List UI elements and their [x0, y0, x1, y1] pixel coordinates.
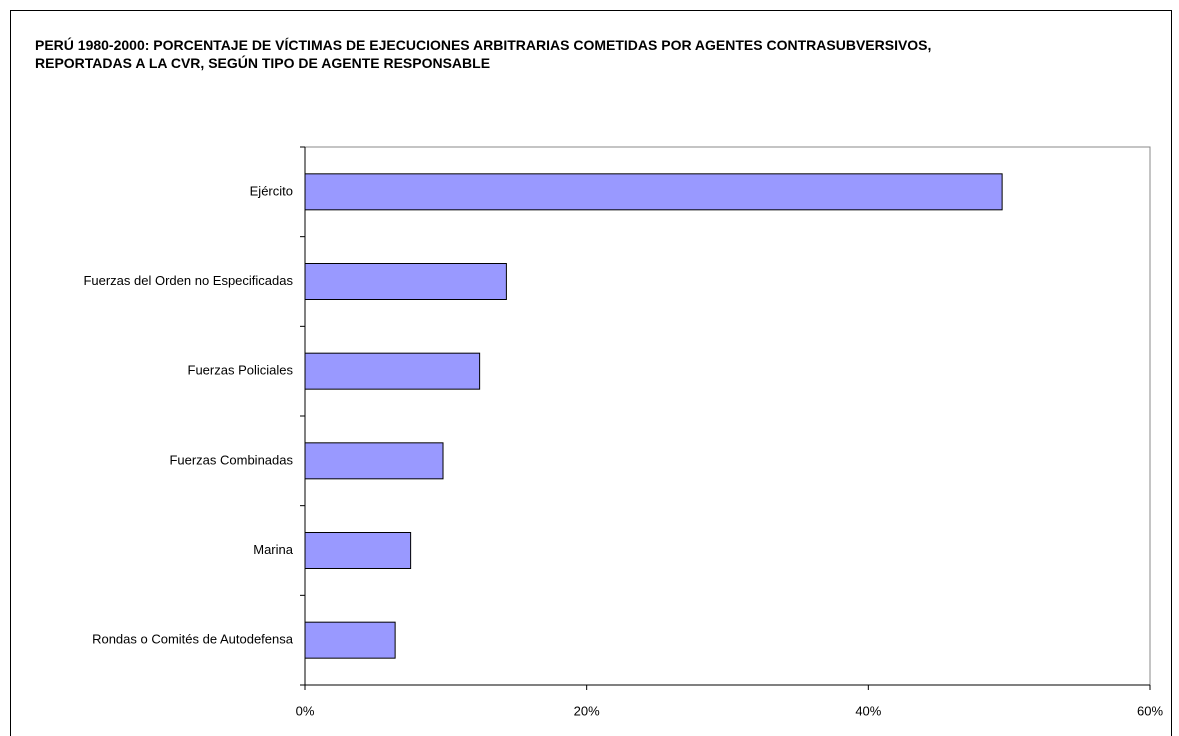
y-tick-label: Fuerzas Combinadas: [169, 452, 293, 467]
x-tick-label: 0%: [296, 703, 315, 718]
x-tick-label: 60%: [1137, 703, 1163, 718]
bar: [304, 173, 1003, 211]
chart-title: PERÚ 1980-2000: PORCENTAJE DE VÍCTIMAS D…: [35, 37, 932, 71]
y-tick-label: Fuerzas Policiales: [188, 363, 294, 378]
x-tick-label: 40%: [855, 703, 881, 718]
y-tick-label: Marina: [253, 542, 294, 557]
x-tick-label: 20%: [574, 703, 600, 718]
bar: [304, 352, 481, 390]
bar: [304, 442, 444, 480]
y-tick-label: Ejército: [250, 183, 293, 198]
y-tick-label: Fuerzas del Orden no Especificadas: [83, 273, 293, 288]
bar: [304, 532, 412, 569]
plot-area: [304, 146, 1151, 686]
y-tick-label: Rondas o Comités de Autodefensa: [92, 632, 294, 647]
frame: [10, 10, 1172, 736]
bar: [304, 621, 396, 659]
bar: [304, 263, 507, 300]
